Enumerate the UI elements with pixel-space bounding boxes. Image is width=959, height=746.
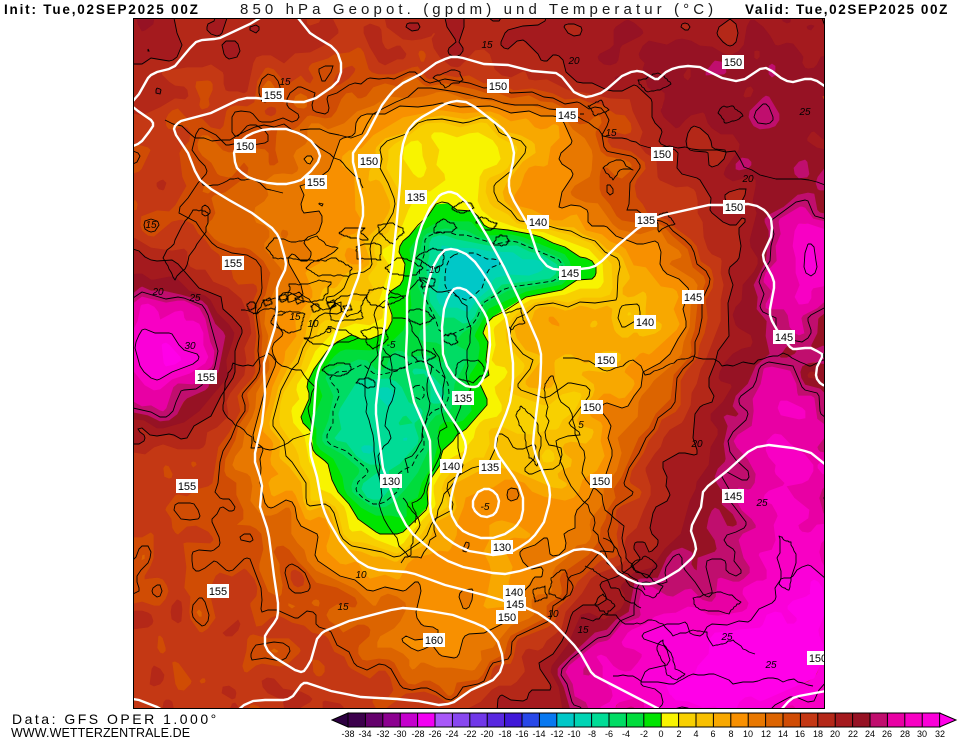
svg-text:20: 20	[151, 287, 164, 298]
svg-text:25: 25	[764, 660, 777, 671]
svg-text:150: 150	[583, 402, 601, 414]
svg-text:15: 15	[279, 77, 291, 88]
svg-text:20: 20	[830, 729, 840, 739]
svg-text:25: 25	[798, 107, 811, 118]
svg-text:-24: -24	[445, 729, 458, 739]
svg-text:20: 20	[690, 439, 703, 450]
svg-text:10: 10	[547, 609, 559, 620]
svg-text:14: 14	[778, 729, 788, 739]
svg-text:10: 10	[307, 319, 319, 330]
svg-text:-22: -22	[463, 729, 476, 739]
svg-text:20: 20	[741, 174, 754, 185]
svg-text:160: 160	[425, 635, 443, 647]
svg-text:5: 5	[326, 325, 332, 336]
svg-text:10: 10	[743, 729, 753, 739]
svg-text:-16: -16	[515, 729, 528, 739]
svg-text:150: 150	[360, 156, 378, 168]
svg-text:145: 145	[506, 599, 524, 611]
svg-text:25: 25	[755, 498, 768, 509]
svg-text:5: 5	[578, 420, 584, 431]
svg-text:32: 32	[935, 729, 945, 739]
svg-text:16: 16	[795, 729, 805, 739]
svg-text:155: 155	[307, 177, 325, 189]
svg-text:-6: -6	[605, 729, 613, 739]
svg-text:150: 150	[592, 476, 610, 488]
svg-text:25: 25	[720, 632, 733, 643]
svg-text:2: 2	[676, 729, 681, 739]
svg-text:15: 15	[145, 220, 157, 231]
svg-text:-10: -10	[567, 729, 580, 739]
svg-text:28: 28	[900, 729, 910, 739]
svg-text:135: 135	[454, 393, 472, 405]
svg-text:-30: -30	[393, 729, 406, 739]
svg-text:140: 140	[636, 317, 654, 329]
svg-text:-2: -2	[640, 729, 648, 739]
svg-text:-10: -10	[426, 265, 441, 276]
svg-text:-18: -18	[498, 729, 511, 739]
svg-text:150: 150	[236, 141, 254, 153]
svg-text:10: 10	[355, 570, 367, 581]
svg-text:140: 140	[442, 461, 460, 473]
svg-text:140: 140	[505, 587, 523, 599]
svg-text:150: 150	[724, 57, 742, 69]
svg-text:155: 155	[224, 258, 242, 270]
svg-text:150: 150	[653, 149, 671, 161]
svg-text:150: 150	[809, 653, 825, 665]
svg-text:0: 0	[658, 729, 663, 739]
svg-text:-32: -32	[376, 729, 389, 739]
svg-text:-20: -20	[480, 729, 493, 739]
svg-text:155: 155	[264, 90, 282, 102]
svg-text:26: 26	[882, 729, 892, 739]
svg-text:22: 22	[848, 729, 858, 739]
svg-text:15: 15	[577, 625, 589, 636]
svg-text:12: 12	[761, 729, 771, 739]
svg-text:150: 150	[498, 612, 516, 624]
svg-text:145: 145	[561, 268, 579, 280]
svg-text:135: 135	[481, 462, 499, 474]
svg-text:155: 155	[178, 481, 196, 493]
svg-text:145: 145	[558, 110, 576, 122]
svg-text:15: 15	[481, 40, 493, 51]
svg-text:145: 145	[775, 332, 793, 344]
svg-text:-12: -12	[550, 729, 563, 739]
svg-text:8: 8	[728, 729, 733, 739]
svg-text:15: 15	[605, 128, 617, 139]
svg-text:30: 30	[917, 729, 927, 739]
svg-text:-4: -4	[622, 729, 630, 739]
svg-text:150: 150	[489, 81, 507, 93]
svg-text:-5: -5	[481, 502, 490, 513]
svg-text:-28: -28	[411, 729, 424, 739]
svg-text:135: 135	[637, 215, 655, 227]
svg-text:15: 15	[337, 602, 349, 613]
svg-text:4: 4	[693, 729, 698, 739]
svg-text:-5: -5	[387, 340, 396, 351]
svg-text:135: 135	[407, 192, 425, 204]
svg-text:25: 25	[188, 293, 201, 304]
svg-text:-38: -38	[341, 729, 354, 739]
svg-text:130: 130	[382, 476, 400, 488]
svg-text:-26: -26	[428, 729, 441, 739]
svg-text:24: 24	[865, 729, 875, 739]
svg-text:145: 145	[724, 491, 742, 503]
svg-text:155: 155	[209, 586, 227, 598]
svg-text:140: 140	[529, 217, 547, 229]
svg-text:6: 6	[710, 729, 715, 739]
svg-text:18: 18	[813, 729, 823, 739]
svg-text:150: 150	[725, 202, 743, 214]
svg-text:30: 30	[184, 341, 196, 352]
svg-text:150: 150	[597, 355, 615, 367]
svg-text:15: 15	[289, 312, 301, 323]
svg-text:-14: -14	[532, 729, 545, 739]
svg-text:145: 145	[684, 292, 702, 304]
svg-text:130: 130	[493, 542, 511, 554]
svg-text:-8: -8	[588, 729, 596, 739]
svg-text:20: 20	[567, 56, 580, 67]
svg-text:-34: -34	[358, 729, 371, 739]
svg-text:155: 155	[197, 372, 215, 384]
